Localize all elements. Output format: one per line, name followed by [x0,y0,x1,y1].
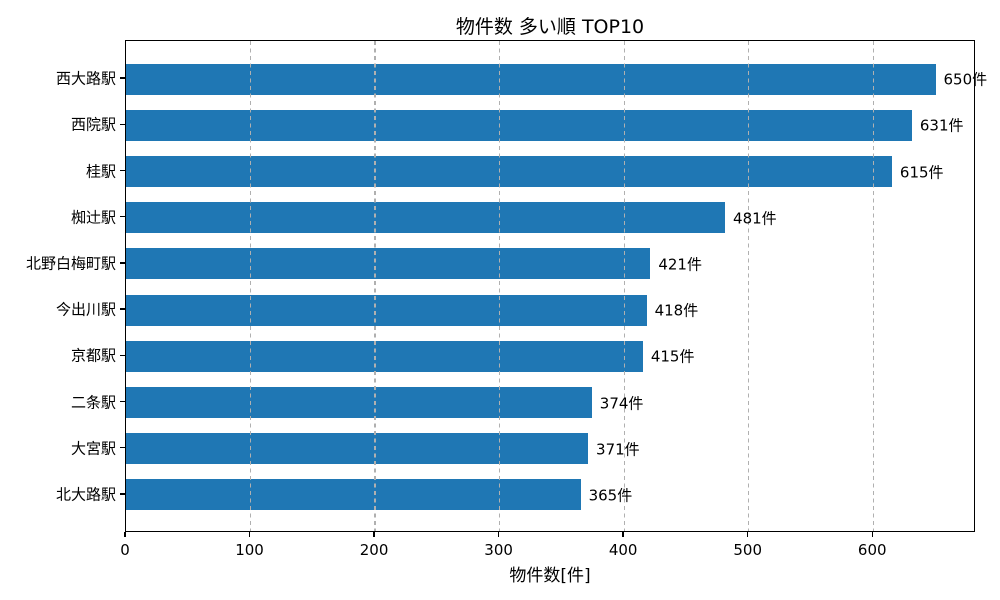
gridline-x-200 [374,41,376,531]
y-tick-label: 今出川駅 [55,300,116,319]
gridline-x-100 [249,41,252,531]
bar-8 [126,387,592,418]
y-tick-mark [120,493,125,495]
bar-value-label: 650件 [943,70,988,89]
y-tick-mark [120,262,125,264]
x-tick-label: 200 [359,541,389,559]
bar-value-label: 365件 [588,486,633,505]
bar-5 [126,248,651,280]
x-tick-label: 300 [484,541,513,559]
x-tick-mark [373,532,375,537]
gridline-x-600 [872,41,874,531]
y-tick-label: 西院駅 [70,115,116,134]
y-tick-label: 北大路駅 [55,485,116,504]
gridline-x-400 [623,41,625,531]
bar-3 [126,156,892,187]
bar-1 [126,63,936,95]
y-tick-mark [120,77,125,79]
y-tick-label: 大宮駅 [70,439,116,458]
y-tick-mark [120,308,125,310]
bar-10 [126,479,581,511]
bar-2 [126,109,912,141]
x-tick-label: 0 [120,541,130,559]
bar-value-label: 415件 [650,347,695,366]
y-tick-label: 二条駅 [70,393,116,411]
y-tick-mark [120,400,125,403]
y-tick-mark [120,216,125,218]
x-tick-label: 600 [857,541,887,559]
x-tick-mark [871,532,873,537]
bar-4 [126,202,726,234]
bar-6 [126,294,647,326]
bar-value-label: 615件 [899,163,944,181]
x-tick-label: 400 [608,541,638,559]
x-tick-label: 100 [235,541,264,559]
y-tick-mark [120,447,125,449]
bar-value-label: 631件 [919,116,964,135]
y-tick-label: 椥辻駅 [70,208,116,227]
x-tick-mark [124,532,126,537]
chart-title: 物件数 多い順 TOP10 [455,16,645,38]
x-tick-mark [248,532,251,537]
plot-area: 650件 631件 615件 481件 421件 418件 415件 374件 371件 365件 [125,40,987,532]
x-tick-mark [622,532,624,537]
bar-value-label: 374件 [599,394,644,412]
bar-value-label: 481件 [733,209,777,228]
x-tick-mark [497,532,500,537]
x-tick-mark [747,532,749,537]
bar-value-label: 418件 [654,301,699,320]
x-tick-label: 500 [733,541,763,559]
y-tick-mark [120,169,125,172]
bar-value-label: 421件 [658,255,702,274]
y-tick-label: 桂駅 [85,162,116,180]
bar-value-label: 371件 [596,440,640,459]
gridline-x-500 [748,41,750,531]
y-tick-mark [120,354,125,356]
y-tick-label: 西大路駅 [55,69,116,88]
y-tick-mark [120,123,125,125]
bar-7 [126,340,643,372]
bar-9 [126,433,589,465]
gridline-x-300 [499,41,501,531]
y-tick-label: 京都駅 [70,346,116,365]
y-tick-label: 北野白梅町駅 [25,254,116,273]
x-axis-title: 物件数[件] [509,566,591,586]
